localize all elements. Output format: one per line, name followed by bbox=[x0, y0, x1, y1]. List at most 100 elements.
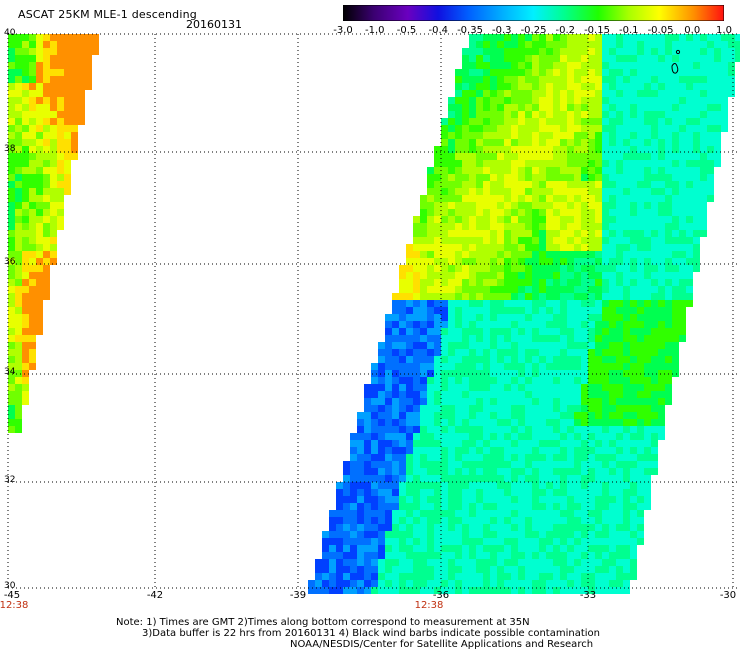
swath-cell bbox=[609, 223, 616, 230]
swath-cell bbox=[420, 580, 427, 587]
swath-cell bbox=[553, 426, 560, 433]
swath-cell bbox=[623, 237, 630, 244]
swath-cell bbox=[581, 55, 588, 62]
swath-cell bbox=[532, 419, 539, 426]
swath-cell bbox=[504, 447, 511, 454]
swath-cell bbox=[504, 412, 511, 419]
swath-cell bbox=[469, 69, 476, 76]
swath-cell bbox=[57, 125, 64, 132]
swath-cell bbox=[553, 454, 560, 461]
swath-cell bbox=[644, 370, 651, 377]
swath-cell bbox=[518, 300, 525, 307]
swath-cell bbox=[518, 405, 525, 412]
swath-cell bbox=[399, 440, 406, 447]
swath-cell bbox=[434, 566, 441, 573]
swath-cell bbox=[504, 384, 511, 391]
swath-cell bbox=[476, 412, 483, 419]
swath-cell bbox=[623, 503, 630, 510]
swath-cell bbox=[560, 314, 567, 321]
swath-cell bbox=[623, 209, 630, 216]
swath-cell bbox=[385, 524, 392, 531]
swath-cell bbox=[455, 97, 462, 104]
swath-cell bbox=[497, 335, 504, 342]
swath-cell bbox=[602, 188, 609, 195]
swath-cell bbox=[448, 370, 455, 377]
swath-cell bbox=[392, 349, 399, 356]
swath-cell bbox=[36, 55, 43, 62]
swath-cell bbox=[427, 391, 434, 398]
swath-cell bbox=[532, 167, 539, 174]
swath-cell bbox=[672, 83, 679, 90]
swath-cell bbox=[525, 587, 532, 594]
lon-label-33: -33 bbox=[579, 590, 597, 601]
swath-cell bbox=[658, 391, 665, 398]
swath-cell bbox=[637, 195, 644, 202]
swath-cell bbox=[546, 363, 553, 370]
swath-cell bbox=[574, 349, 581, 356]
swath-cell bbox=[651, 55, 658, 62]
swath-cell bbox=[609, 125, 616, 132]
swath-cell bbox=[343, 510, 350, 517]
swath-cell bbox=[672, 244, 679, 251]
swath-cell bbox=[637, 447, 644, 454]
swath-cell bbox=[581, 531, 588, 538]
swath-cell bbox=[707, 55, 714, 62]
swath-cell bbox=[497, 216, 504, 223]
swath-cell bbox=[518, 587, 525, 594]
swath-cell bbox=[504, 307, 511, 314]
swath-cell bbox=[427, 510, 434, 517]
swath-cell bbox=[448, 398, 455, 405]
swath-cell bbox=[651, 69, 658, 76]
swath-cell bbox=[567, 349, 574, 356]
swath-cell bbox=[560, 216, 567, 223]
swath-cell bbox=[22, 209, 29, 216]
swath-cell bbox=[29, 335, 36, 342]
swath-cell bbox=[15, 174, 22, 181]
swath-cell bbox=[462, 160, 469, 167]
swath-cell bbox=[476, 293, 483, 300]
swath-cell bbox=[399, 342, 406, 349]
swath-cell bbox=[546, 447, 553, 454]
swath-cell bbox=[637, 237, 644, 244]
swath-cell bbox=[658, 377, 665, 384]
swath-cell bbox=[29, 272, 36, 279]
swath-cell bbox=[518, 139, 525, 146]
swath-cell bbox=[623, 342, 630, 349]
swath-cell bbox=[581, 139, 588, 146]
swath-cell bbox=[672, 279, 679, 286]
swath-cell bbox=[651, 34, 658, 41]
swath-cell bbox=[700, 48, 707, 55]
swath-cell bbox=[455, 461, 462, 468]
swath-cell bbox=[364, 482, 371, 489]
swath-cell bbox=[609, 321, 616, 328]
swath-cell bbox=[427, 587, 434, 594]
swath-cell bbox=[476, 356, 483, 363]
swath-cell bbox=[413, 265, 420, 272]
swath-cell bbox=[43, 83, 50, 90]
swath-cell bbox=[434, 153, 441, 160]
swath-cell bbox=[546, 174, 553, 181]
swath-cell bbox=[406, 356, 413, 363]
swath-cell bbox=[560, 279, 567, 286]
swath-cell bbox=[686, 139, 693, 146]
swath-cell bbox=[602, 111, 609, 118]
swath-cell bbox=[441, 293, 448, 300]
swath-cell bbox=[644, 433, 651, 440]
lon-label-42: -42 bbox=[146, 590, 164, 601]
swath-cell bbox=[574, 545, 581, 552]
swath-cell bbox=[511, 503, 518, 510]
swath-cell bbox=[546, 370, 553, 377]
swath-cell bbox=[378, 587, 385, 594]
swath-cell bbox=[385, 314, 392, 321]
swath-cell bbox=[462, 314, 469, 321]
swath-cell bbox=[567, 314, 574, 321]
swath-cell bbox=[462, 335, 469, 342]
swath-cell bbox=[8, 41, 15, 48]
swath-cell bbox=[462, 370, 469, 377]
swath-cell bbox=[616, 370, 623, 377]
swath-cell bbox=[616, 573, 623, 580]
swath-cell bbox=[679, 265, 686, 272]
swath-cell bbox=[602, 195, 609, 202]
swath-cell bbox=[462, 510, 469, 517]
swath-cell bbox=[595, 447, 602, 454]
